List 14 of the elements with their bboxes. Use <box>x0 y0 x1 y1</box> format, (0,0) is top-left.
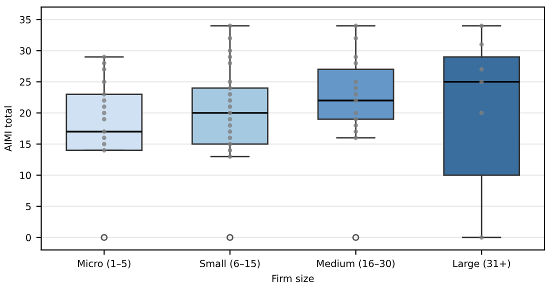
y-tick-label: 0 <box>26 234 31 242</box>
y-tick-label: 30 <box>20 47 31 55</box>
y-tick-label: 20 <box>20 109 31 117</box>
x-tick-label: Small (6–15) <box>200 260 260 268</box>
x-tick-label: Micro (1–5) <box>78 260 130 268</box>
y-tick-label: 35 <box>20 16 31 24</box>
y-tick-label: 25 <box>20 78 31 86</box>
y-tick-label: 5 <box>26 202 31 210</box>
y-tick-label: 10 <box>20 172 31 180</box>
x-tick-label: Large (31+) <box>453 260 510 270</box>
y-axis-title: AIMI total <box>4 106 12 152</box>
x-axis-title: Firm size <box>272 274 314 282</box>
x-tick-label: Medium (16–30) <box>317 260 395 268</box>
y-tick-label: 15 <box>20 140 31 148</box>
